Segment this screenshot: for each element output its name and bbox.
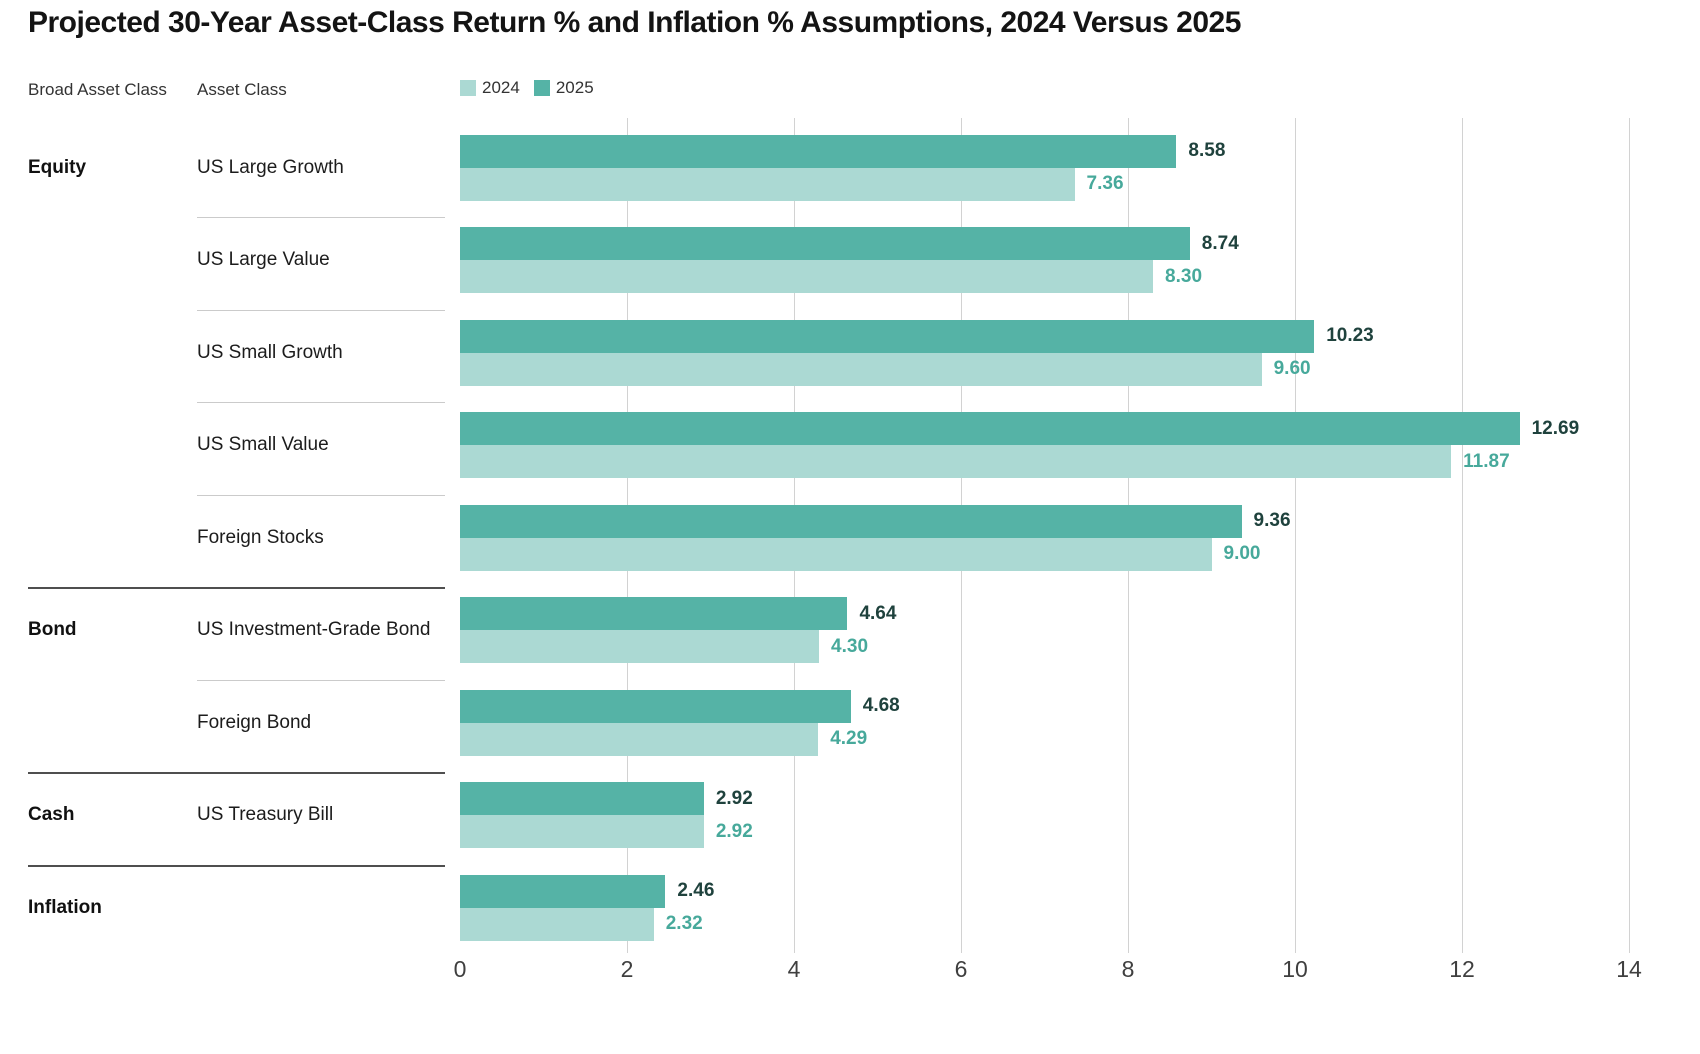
value-label-2024: 4.29 — [830, 728, 868, 749]
bar-2025 — [460, 227, 1190, 260]
value-label-2025: 4.68 — [862, 695, 900, 716]
gridline-10 — [1295, 118, 1296, 953]
value-label-2025: 8.58 — [1188, 140, 1226, 161]
x-tick-label-0: 0 — [453, 956, 467, 982]
chart-legend: 2024 2025 — [460, 78, 594, 98]
value-label-2024: 9.60 — [1273, 358, 1311, 379]
value-label-2025: 4.64 — [859, 602, 897, 624]
value-label-2024: 8.30 — [1165, 265, 1203, 287]
bar-2024 — [460, 815, 704, 848]
value-label-2024: 7.36 — [1086, 173, 1124, 194]
x-tick-label-12: 12 — [1449, 956, 1475, 982]
asset-class-label: US Large Value — [197, 249, 330, 270]
value-label-2025: 8.74 — [1201, 232, 1239, 254]
x-tick-label-6: 6 — [954, 956, 968, 982]
x-tick-label-4: 4 — [787, 956, 801, 982]
chart-title: Projected 30-Year Asset-Class Return % a… — [28, 6, 1241, 39]
row-separator-light — [197, 494, 445, 496]
x-tick-label-10: 10 — [1282, 956, 1308, 982]
bar-2025 — [460, 597, 848, 630]
x-tick-label-14: 14 — [1616, 956, 1642, 982]
column-header-broad-asset-class: Broad Asset Class — [28, 80, 167, 99]
bar-2024 — [460, 630, 820, 663]
row-separator-dark — [28, 587, 445, 589]
value-label-2025: 10.23 — [1326, 325, 1374, 346]
bar-2024 — [460, 722, 819, 756]
value-label-2025: 2.46 — [677, 880, 715, 901]
bar-2025 — [460, 134, 1177, 168]
bar-2025 — [460, 504, 1242, 538]
legend-item-2025: 2025 — [533, 78, 594, 98]
value-label-2024: 11.87 — [1463, 450, 1510, 472]
value-label-2024: 4.30 — [831, 635, 869, 657]
legend-label-2025: 2025 — [555, 78, 594, 97]
asset-class-label: US Large Growth — [197, 156, 344, 178]
x-tick-label-2: 2 — [620, 956, 634, 982]
bar-2024 — [460, 907, 654, 941]
bar-2025 — [460, 874, 666, 908]
value-label-2025: 12.69 — [1531, 417, 1580, 439]
bar-2025 — [460, 412, 1520, 445]
broad-asset-class-label: Inflation — [28, 896, 102, 918]
legend-label-2024: 2024 — [482, 78, 520, 97]
gridline-12 — [1462, 118, 1463, 953]
row-separator-dark — [28, 772, 445, 774]
asset-class-label: US Small Growth — [197, 341, 343, 363]
value-label-2024: 2.32 — [665, 913, 703, 934]
legend-swatch-2024 — [460, 80, 476, 96]
bar-2025 — [460, 319, 1315, 353]
asset-class-label: Foreign Stocks — [197, 526, 324, 548]
broad-asset-class-label: Cash — [28, 804, 75, 825]
bar-2024 — [460, 167, 1075, 201]
value-label-2025: 9.36 — [1253, 510, 1291, 531]
row-separator-dark — [28, 864, 445, 867]
legend-item-2024: 2024 — [460, 78, 520, 98]
row-separator-light — [197, 217, 445, 218]
column-header-asset-class: Asset Class — [197, 80, 287, 99]
asset-class-label: US Investment-Grade Bond — [197, 619, 431, 640]
bar-2025 — [460, 689, 851, 723]
bar-2024 — [460, 445, 1452, 478]
value-label-2024: 2.92 — [715, 820, 753, 842]
asset-class-label: US Treasury Bill — [197, 804, 334, 825]
gridline-14 — [1629, 118, 1630, 953]
asset-class-label: Foreign Bond — [197, 711, 312, 733]
row-separator-light — [197, 309, 445, 311]
x-tick-label-8: 8 — [1121, 956, 1135, 982]
value-label-2025: 2.92 — [715, 787, 753, 809]
legend-swatch-2025 — [533, 80, 550, 96]
value-label-2024: 9.00 — [1223, 543, 1261, 564]
row-separator-light — [197, 679, 445, 681]
bar-2025 — [460, 782, 704, 815]
row-separator-light — [197, 402, 445, 403]
bar-2024 — [460, 260, 1154, 293]
bar-2024 — [460, 352, 1262, 386]
asset-class-label: US Small Value — [197, 434, 329, 455]
broad-asset-class-label: Equity — [28, 156, 87, 178]
bar-2024 — [460, 537, 1212, 571]
broad-asset-class-label: Bond — [28, 619, 77, 640]
